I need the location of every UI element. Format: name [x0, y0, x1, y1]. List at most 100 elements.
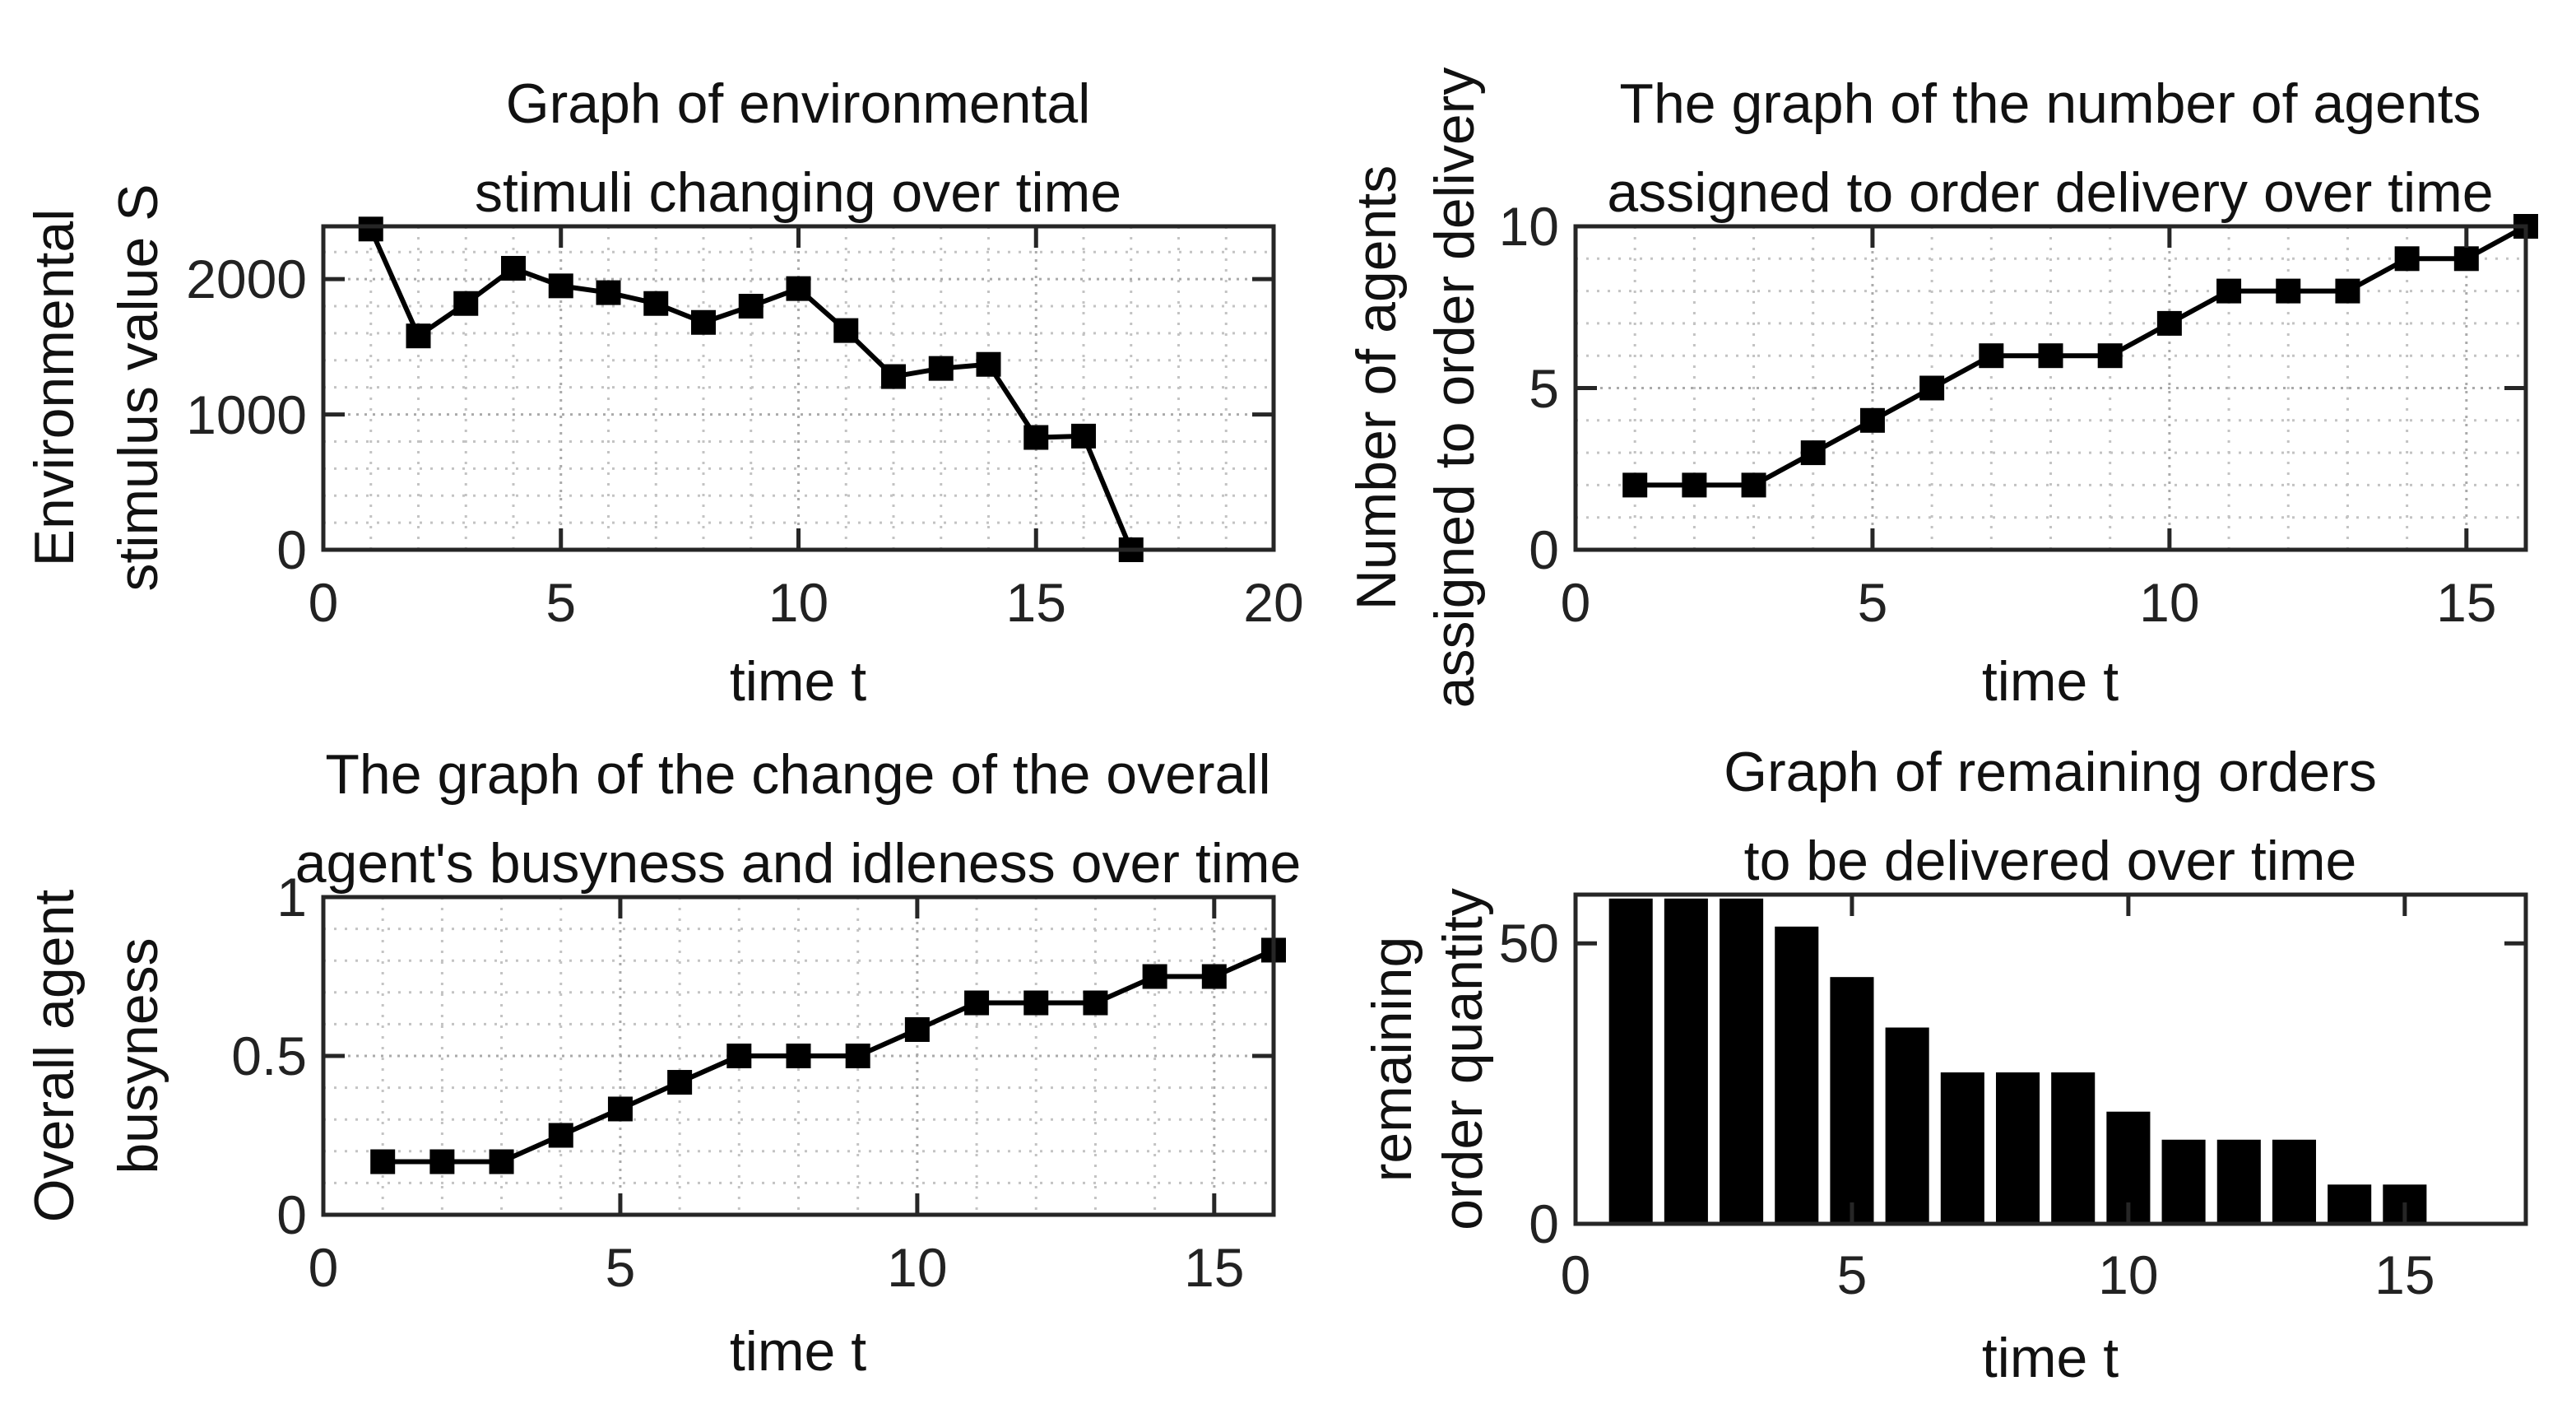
x-tick-label: 5: [1857, 572, 1888, 633]
y-tick-label: 50: [1498, 913, 1559, 974]
x-tick-label: 0: [308, 1237, 339, 1298]
data-point-square: [1979, 343, 2004, 369]
data-point-square: [1071, 423, 1096, 449]
y-axis-label-busyness: Overall agent: [23, 889, 86, 1223]
bar: [1830, 977, 1874, 1224]
data-point-square: [406, 323, 431, 349]
data-line: [369, 228, 1134, 551]
bar: [1664, 898, 1708, 1224]
x-tick-label: 0: [308, 572, 339, 633]
bar: [1775, 926, 1819, 1224]
y-tick-label: 0: [276, 1184, 307, 1245]
data-point-square: [2453, 246, 2479, 272]
y-axis-label-orders: order quantity: [1432, 888, 1494, 1230]
data-point-square: [548, 273, 573, 299]
y-tick-label: 0: [276, 519, 307, 580]
x-tick-label: 0: [1560, 1244, 1591, 1305]
data-point-square: [643, 291, 669, 316]
data-line: [383, 947, 1275, 1165]
y-axis-label-orders: remaining: [1361, 936, 1423, 1183]
data-point-square: [358, 216, 383, 242]
data-point-square: [596, 280, 621, 305]
data-point-square: [691, 309, 716, 335]
data-point-square: [1800, 440, 1826, 466]
data-point-square: [2216, 278, 2242, 304]
data-point-square: [453, 291, 479, 316]
x-tick-label: 10: [2098, 1244, 2159, 1305]
y-axis-label-stimulus: stimulus value S: [107, 184, 169, 592]
x-tick-label: 5: [545, 572, 577, 633]
x-axis-label-busyness: time t: [729, 1320, 867, 1383]
data-point-square: [2394, 246, 2420, 272]
data-point-square: [904, 1016, 930, 1042]
x-tick-label: 5: [605, 1237, 636, 1298]
data-point-square: [726, 1044, 752, 1068]
chart-title-agents: The graph of the number of agents assign…: [1607, 59, 2493, 237]
data-point-square: [976, 351, 1001, 377]
data-point-square: [1859, 407, 1885, 433]
data-point-square: [667, 1070, 693, 1095]
data-point-square: [881, 364, 906, 389]
data-point-square: [2276, 278, 2301, 304]
y-axis-label-busyness: busyness: [107, 937, 169, 1174]
data-point-square: [964, 990, 990, 1016]
data-point-square: [1682, 472, 1707, 498]
data-point-square: [738, 294, 764, 319]
x-axis-label-orders: time t: [1981, 1327, 2119, 1389]
title-line: stimuli changing over time: [474, 161, 1122, 224]
bar: [1995, 1072, 2040, 1224]
y-tick-label: 2000: [186, 249, 307, 310]
chart-title-orders: Graph of remaining orders to be delivere…: [1724, 728, 2377, 905]
bar: [1940, 1072, 1984, 1224]
data-point-square: [928, 356, 954, 381]
data-point-square: [1741, 472, 1766, 498]
axes-frame: [1573, 892, 2528, 1226]
bar: [1608, 898, 1653, 1224]
chart-title-stimulus: Graph of environmental stimuli changing …: [475, 59, 1121, 237]
y-tick-label: 5: [1529, 357, 1559, 419]
y-axis-label-stimulus: Environmental: [23, 208, 86, 567]
bar: [2051, 1072, 2096, 1224]
bar: [2328, 1184, 2372, 1224]
y-tick-label: 1: [276, 867, 307, 928]
x-tick-label: 15: [2374, 1244, 2435, 1305]
y-tick-label: 10: [1498, 196, 1559, 257]
y-axis-label-agents: Number of agents: [1345, 165, 1408, 611]
x-tick-label: 15: [2436, 572, 2497, 633]
x-tick-label: 10: [887, 1237, 948, 1298]
chart-agents: [1573, 214, 2538, 552]
data-point-square: [1142, 964, 1167, 989]
bar: [2216, 1139, 2261, 1224]
x-tick-label: 5: [1836, 1244, 1868, 1305]
data-point-square: [833, 318, 859, 343]
x-tick-label: 10: [768, 572, 829, 633]
x-tick-label: 20: [1243, 572, 1304, 633]
data-point-square: [845, 1044, 870, 1068]
data-point-square: [429, 1149, 455, 1174]
data-point-square: [1023, 425, 1049, 450]
title-line: agent's busyness and idleness over time: [295, 832, 1302, 895]
bar: [1720, 898, 1764, 1224]
data-point-square: [2335, 278, 2360, 304]
x-tick-label: 15: [1184, 1237, 1245, 1298]
x-axis-label-stimulus: time t: [729, 650, 867, 713]
data-point-square: [1201, 964, 1227, 989]
title-line: Graph of remaining orders: [1724, 741, 2377, 803]
y-tick-label: 1000: [186, 384, 307, 445]
title-line: to be delivered over time: [1743, 830, 2357, 892]
data-point-square: [607, 1096, 633, 1122]
chart-orders: [1573, 892, 2528, 1226]
data-point-square: [1622, 472, 1648, 498]
data-point-square: [786, 1044, 811, 1068]
chart-stimulus: [321, 216, 1276, 562]
data-point-square: [548, 1123, 573, 1148]
data-point-square: [1083, 990, 1108, 1016]
data-point-square: [2156, 310, 2182, 336]
bar: [2272, 1139, 2317, 1224]
data-point-square: [489, 1149, 514, 1174]
chart-title-busyness: The graph of the change of the overall a…: [295, 730, 1302, 908]
x-tick-label: 15: [1005, 572, 1066, 633]
bar: [2161, 1139, 2206, 1224]
data-line: [1635, 224, 2527, 488]
chart-busyness: [321, 895, 1286, 1217]
